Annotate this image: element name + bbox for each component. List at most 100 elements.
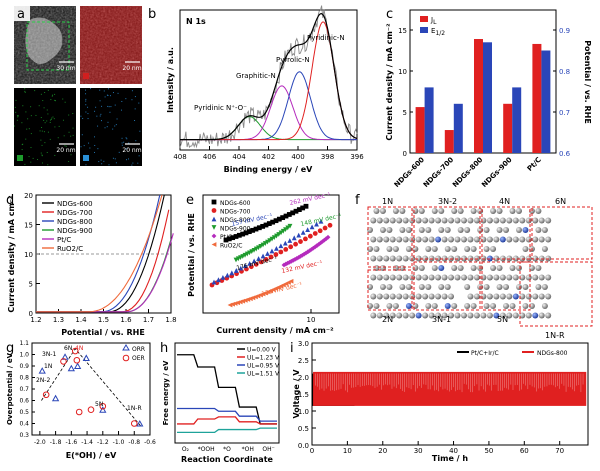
site-label-4n: 4N: [499, 197, 510, 206]
carbon-atom: [435, 293, 442, 300]
point-label-1n: 1N: [44, 363, 52, 370]
blue-speck: [114, 158, 116, 160]
energy-legend-label: UL=0.95 V: [247, 363, 280, 370]
panel-i: i 0 10 20 30 40 50 60 70 0.0 0.5 1.0 1.5 2.0 2.5 3.0 P…: [290, 340, 589, 463]
carbon-atom: [483, 284, 490, 290]
blue-speck: [125, 98, 127, 100]
carbon-atom: [431, 208, 438, 214]
carbon-atom: [396, 312, 403, 319]
carbon-atom: [493, 217, 500, 224]
tafel-point: [280, 215, 286, 221]
tafel-point: [260, 223, 266, 229]
green-speck: [28, 156, 30, 158]
bar-ytick-right-label: 0.8: [559, 68, 570, 76]
carbon-atom: [538, 236, 545, 243]
carbon-atom: [415, 217, 422, 224]
carbon-atom: [460, 236, 467, 243]
tafel-point: [276, 216, 282, 222]
carbon-atom: [379, 208, 386, 214]
carbon-atom: [467, 236, 474, 243]
tafel-point: [240, 231, 246, 237]
carbon-atom: [535, 284, 542, 290]
green-speck: [47, 164, 49, 166]
tafel-point: [223, 237, 229, 243]
panel-label-g: g: [6, 341, 14, 356]
orr-point: [99, 406, 107, 413]
blue-speck: [96, 115, 98, 117]
bar-e12: [453, 103, 463, 153]
oer-point: [42, 391, 50, 399]
carbon-atom: [402, 274, 409, 281]
label-pyridinic-n: Pyridinic-N: [307, 34, 345, 42]
tafel-point: [233, 268, 239, 273]
cycle-xtick-label: 70: [555, 447, 564, 455]
blue-speck: [132, 162, 134, 164]
map-red-tint: [80, 6, 142, 84]
green-speck: [53, 118, 55, 120]
lsv-xtick-label: 1.4: [75, 316, 87, 324]
carbon-atom: [525, 236, 532, 243]
blue-speck: [104, 127, 106, 129]
tafel-point: [270, 219, 276, 225]
bar-e12: [483, 42, 492, 153]
carbon-atom: [490, 265, 497, 271]
orr-point: [73, 362, 82, 369]
lsv-ticks: 1.2 1.3 1.4 1.5 1.6 1.7 1.8 0 5 10 15 20: [24, 192, 176, 324]
carbon-atom: [383, 217, 390, 224]
carbon-atom: [473, 236, 480, 243]
carbon-atom: [499, 274, 506, 281]
carbon-atom: [460, 274, 467, 281]
site-box-3n2: [413, 206, 481, 260]
carbon-atom: [383, 293, 390, 300]
carbon-atom: [467, 312, 474, 319]
green-speck: [41, 126, 43, 128]
carbon-atom: [480, 293, 487, 300]
carbon-atom: [509, 208, 516, 214]
cycle-xlabel: Time / h: [432, 454, 468, 463]
tafel-point: [288, 278, 294, 284]
green-speck: [21, 122, 23, 124]
tafel-point: [303, 236, 308, 242]
green-speck: [70, 135, 72, 137]
blue-speck: [99, 115, 101, 117]
green-speck: [54, 100, 56, 102]
green-speck: [40, 139, 42, 141]
point-label-3n1: 3N-1: [42, 351, 56, 358]
blue-speck: [107, 105, 109, 107]
tafel-legend-marker: [211, 242, 217, 247]
green-speck: [54, 99, 56, 101]
tafel-legend-label: Pt/C: [220, 234, 232, 241]
label-pyrrolic-n: Pyrrolic-N: [276, 56, 310, 64]
carbon-atom: [503, 227, 510, 233]
tafel-legend-marker: [211, 216, 217, 222]
carbon-atom: [480, 217, 487, 224]
site-box-3n1: [413, 261, 481, 311]
volcano-ytick-label: 1.1: [19, 340, 29, 347]
orr-point: [51, 394, 60, 402]
carbon-atom: [441, 255, 448, 262]
carbon-atom: [454, 312, 461, 319]
scale-bar-label-4: 20 nm: [122, 147, 141, 154]
carbon-atom: [431, 265, 438, 271]
carbon-atom: [535, 265, 542, 271]
carbon-atom: [389, 312, 396, 319]
carbon-atom: [454, 274, 461, 281]
carbon-atom: [386, 284, 393, 290]
lsv-legend: NDGs-600NDGs-700NDGs-800NDGs-900Pt/CRuO2…: [42, 200, 93, 253]
green-speck: [28, 128, 30, 130]
legend-swatch-e12: [420, 27, 428, 33]
legend-orr-label: ORR: [132, 346, 145, 353]
green-speck: [72, 127, 74, 129]
site-label-3n2: 3N-2: [438, 197, 457, 206]
tafel-point: [288, 244, 294, 250]
legend-oer-marker: [122, 354, 130, 362]
lsv-ytick-label: 5: [29, 281, 33, 289]
tafel-point: [307, 248, 313, 254]
tafel-point: [251, 258, 257, 264]
volcano-xtick-label: -1.2: [97, 439, 109, 446]
blue-speck: [83, 145, 85, 147]
blue-speck: [94, 151, 96, 153]
carbon-atom: [376, 312, 383, 319]
nitrogen-atom: [415, 312, 422, 319]
green-speck: [24, 91, 26, 93]
